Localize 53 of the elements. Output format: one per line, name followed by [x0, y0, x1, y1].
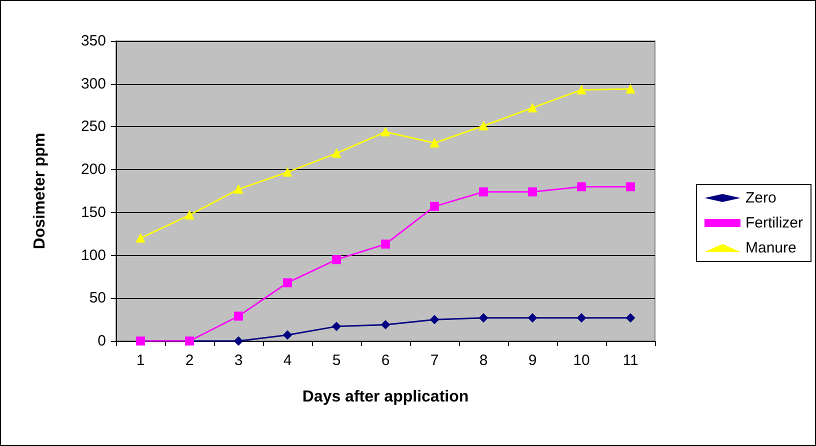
point — [528, 103, 537, 112]
point — [185, 210, 194, 220]
x-tick-label: 4 — [283, 352, 292, 369]
y-tick-label: 200 — [80, 161, 106, 178]
point — [528, 187, 537, 196]
point — [136, 234, 145, 243]
point — [479, 313, 488, 322]
legend-label: Manure — [746, 240, 796, 256]
point — [381, 127, 390, 136]
x-tick-label: 5 — [332, 352, 341, 369]
x-tick-label: 3 — [234, 352, 243, 369]
point — [577, 182, 586, 192]
y-tick-label: 300 — [80, 75, 106, 92]
point — [283, 330, 292, 340]
point — [528, 313, 537, 322]
point — [577, 85, 586, 94]
y-tick-label: 50 — [89, 290, 106, 307]
point — [626, 84, 635, 94]
point — [381, 240, 390, 249]
legend-label: Fertilizer — [746, 214, 804, 232]
point — [577, 313, 586, 322]
point — [332, 148, 341, 158]
point — [332, 255, 341, 264]
y-axis-title: Dosimeter ppm — [32, 132, 48, 250]
x-tick-label: 10 — [573, 352, 590, 369]
x-tick-label: 6 — [381, 352, 390, 369]
point — [479, 121, 488, 130]
x-tick-label: 8 — [479, 352, 488, 369]
x-tick-label: 11 — [622, 352, 638, 369]
point — [626, 313, 635, 322]
legend-label: Zero — [746, 190, 776, 206]
point — [283, 278, 292, 288]
y-tick-label: 250 — [80, 118, 106, 136]
point — [234, 184, 243, 194]
point — [234, 336, 243, 346]
y-tick-label: 100 — [80, 246, 106, 264]
point — [283, 168, 292, 177]
point — [479, 187, 488, 196]
x-tick-label: 1 — [136, 352, 145, 369]
point — [381, 320, 390, 330]
point — [626, 182, 635, 192]
x-tick-label: 9 — [528, 352, 537, 369]
point — [234, 312, 243, 321]
point — [430, 202, 439, 211]
point — [332, 322, 341, 331]
y-tick-label: 150 — [80, 204, 106, 221]
y-tick-label: 0 — [98, 332, 106, 350]
point — [430, 315, 439, 324]
y-tick-label: 350 — [80, 32, 106, 50]
x-tick-label: 7 — [430, 352, 439, 369]
point — [430, 138, 439, 148]
x-axis-title: Days after application — [302, 388, 469, 406]
x-tick-label: 2 — [185, 352, 194, 369]
